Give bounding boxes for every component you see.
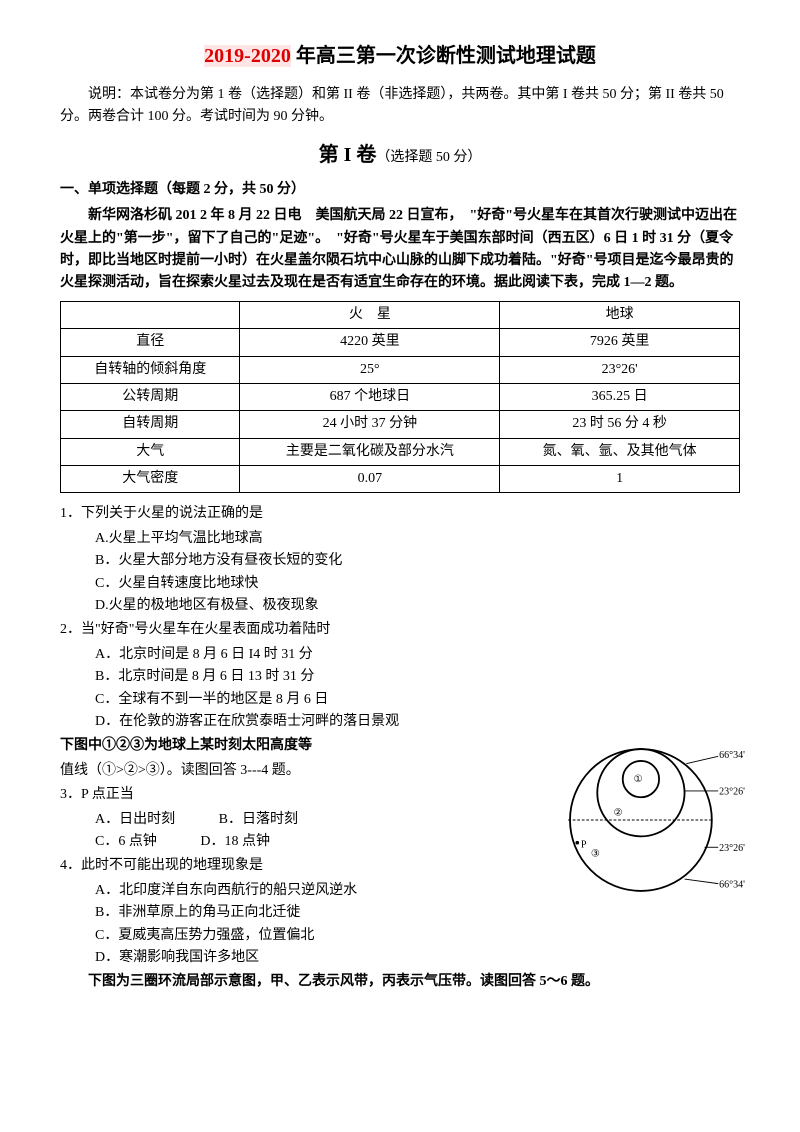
question-3-option-c: C．6 点钟 (95, 831, 157, 853)
table-row: 直径4220 英里7926 英里 (61, 329, 740, 356)
question-1-stem: 1．下列关于火星的说法正确的是 (60, 503, 740, 525)
table-row: 自转轴的倾斜角度25°23°26' (61, 356, 740, 383)
question-2-option-c: C．全球有不到一半的地区是 8 月 6 日 (95, 689, 740, 711)
page-title: 2019-2020 年高三第一次诊断性测试地理试题 (60, 40, 740, 72)
section-1-title: 第 I 卷（选择题 50 分） (60, 139, 740, 171)
table-row: 大气密度0.071 (61, 466, 740, 493)
lat-label-top: 66°34' (719, 751, 745, 762)
question-2-stem: 2．当"好奇"号火星车在火星表面成功着陆时 (60, 619, 740, 641)
circle-label-1: ① (634, 774, 643, 785)
table-cell: 火 星 (240, 301, 500, 328)
question-1-option-c: C．火星自转速度比地球快 (95, 573, 740, 595)
passage-3: 下图为三圈环流局部示意图，甲、乙表示风带，丙表示气压带。读图回答 5～6 题。 (60, 971, 740, 993)
point-p-label: P (581, 840, 587, 851)
table-cell: 地球 (500, 301, 740, 328)
exam-description: 说明：本试卷分为第 1 卷（选择题）和第 II 卷（非选择题），共两卷。其中第 … (60, 84, 740, 129)
passage-2a: 下图中①②③为地球上某时刻太阳高度等 (60, 735, 490, 757)
circle-label-2: ② (614, 808, 623, 819)
question-2-option-b: B．北京时间是 8 月 6 日 13 时 31 分 (95, 666, 740, 688)
title-prefix: 2019-2020 (204, 45, 291, 67)
question-1-option-d: D.火星的极地地区有极昼、极夜现象 (95, 595, 740, 617)
question-1-option-b: B．火星大部分地方没有昼夜长短的变化 (95, 550, 740, 572)
part-header: 一、单项选择题（每题 2 分，共 50 分） (60, 179, 740, 201)
question-4-option-c: C．夏威夷高压势力强盛，位置偏北 (95, 925, 490, 947)
question-2-option-d: D．在伦敦的游客正在欣赏泰晤士河畔的落日景观 (95, 711, 740, 733)
passage-2b: 值线（①>②>③）。读图回答 3---4 题。 (60, 760, 490, 782)
question-4-option-a: A．北印度洋自东向西航行的船只逆风逆水 (95, 880, 490, 902)
section-label: 第 I 卷 (319, 144, 377, 166)
table-row: 大气主要是二氧化碳及部分水汽氮、氧、氩、及其他气体 (61, 438, 740, 465)
table-row: 自转周期24 小时 37 分钟23 时 56 分 4 秒 (61, 411, 740, 438)
question-3-option-b: B．日落时刻 (219, 809, 298, 831)
question-4-option-b: B．非洲草原上的角马正向北迁徙 (95, 902, 490, 924)
question-3-option-a: A．日出时刻 (95, 809, 175, 831)
question-3-stem: 3．P 点正当 (60, 784, 490, 806)
lat-label-mid2: 23°26' (719, 843, 745, 854)
question-4-option-d: D．寒潮影响我国许多地区 (95, 947, 490, 969)
question-3-option-d: D．18 点钟 (200, 831, 270, 853)
sun-altitude-diagram: ① ② ③ P 66°34' 23°26' 23°26' 66°34' (550, 735, 750, 913)
table-row: 公转周期687 个地球日365.25 日 (61, 383, 740, 410)
question-2-option-a: A．北京时间是 8 月 6 日 I4 时 31 分 (95, 644, 740, 666)
lat-label-mid1: 23°26' (719, 787, 745, 798)
circle-label-3: ③ (591, 849, 600, 860)
lat-label-bottom: 66°34' (719, 880, 745, 891)
question-4-stem: 4．此时不可能出现的地理现象是 (60, 855, 490, 877)
question-1-option-a: A.火星上平均气温比地球高 (95, 528, 740, 550)
section-paren: （选择题 50 分） (376, 150, 481, 165)
table-header-row: 火 星 地球 (61, 301, 740, 328)
table-cell (61, 301, 240, 328)
title-rest: 年高三第一次诊断性测试地理试题 (291, 45, 596, 67)
comparison-table: 火 星 地球 直径4220 英里7926 英里 自转轴的倾斜角度25°23°26… (60, 301, 740, 494)
passage-1: 新华网洛杉矶 201 2 年 8 月 22 日电 美国航天局 22 日宣布， "… (60, 205, 740, 295)
